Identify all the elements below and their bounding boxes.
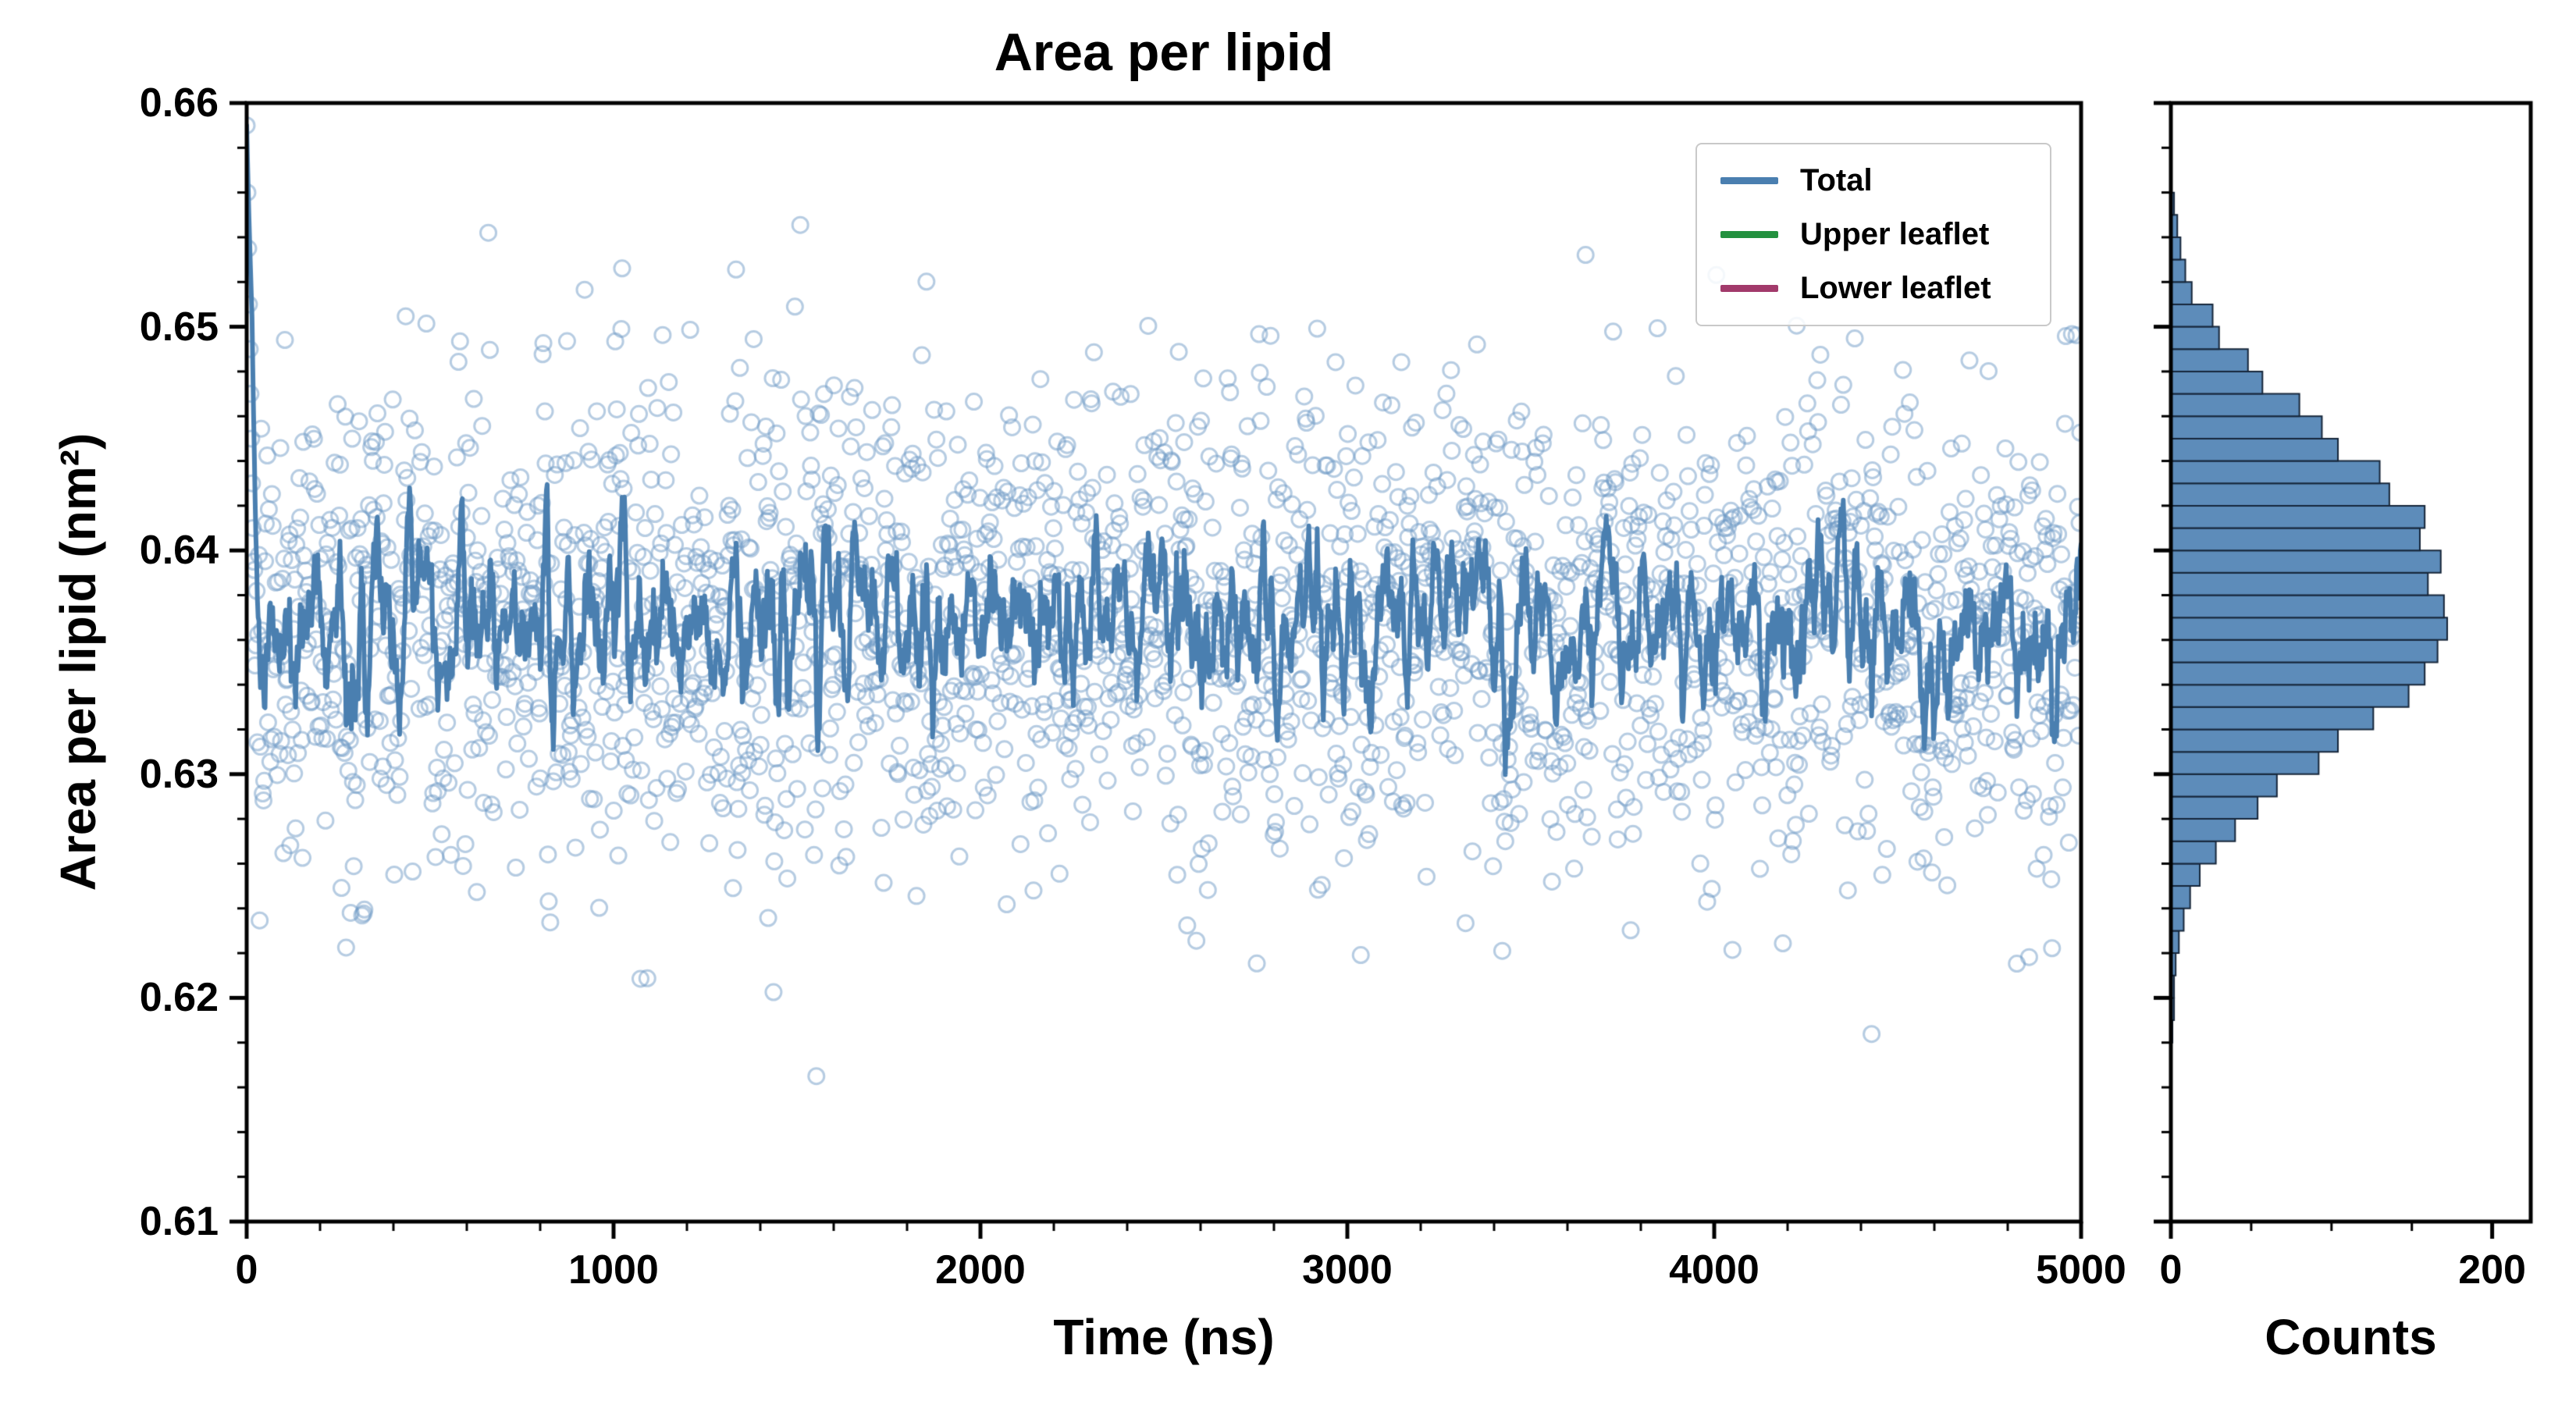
x-tick-label: 1000: [568, 1247, 659, 1293]
x-axis-label: Time (ns): [1053, 1309, 1275, 1365]
legend-item-upper-leaflet: Upper leaflet: [1697, 211, 2050, 258]
hist-x-tick-label: 200: [2458, 1247, 2526, 1293]
hist-x-axis-label: Counts: [2265, 1309, 2437, 1365]
y-tick-label: 0.65: [139, 304, 219, 350]
legend-label: Lower leaflet: [1800, 271, 1991, 305]
y-tick-label: 0.64: [139, 528, 219, 574]
x-tick-label: 5000: [2036, 1247, 2126, 1293]
legend-item-lower-leaflet: Lower leaflet: [1697, 265, 2050, 312]
hist-x-tick-label: 0: [2159, 1247, 2183, 1293]
y-axis-label: Area per lipid (nm²): [50, 432, 106, 891]
y-tick-label: 0.63: [139, 751, 219, 797]
y-tick-label: 0.66: [139, 80, 219, 126]
legend-swatch: [1720, 285, 1778, 292]
y-tick-label: 0.61: [139, 1199, 219, 1244]
x-tick-label: 3000: [1302, 1247, 1393, 1293]
legend-swatch: [1720, 231, 1778, 238]
legend: Total Upper leaflet Lower leaflet: [1695, 143, 2051, 326]
x-tick-label: 4000: [1669, 1247, 1759, 1293]
y-tick-label: 0.62: [139, 975, 219, 1021]
x-tick-label: 0: [235, 1247, 258, 1293]
legend-label: Total: [1800, 163, 1873, 197]
legend-item-total: Total: [1697, 157, 2050, 205]
chart-title: Area per lipid: [994, 23, 1334, 82]
legend-swatch: [1720, 177, 1778, 184]
x-tick-label: 2000: [935, 1247, 1026, 1293]
legend-label: Upper leaflet: [1800, 217, 1990, 251]
